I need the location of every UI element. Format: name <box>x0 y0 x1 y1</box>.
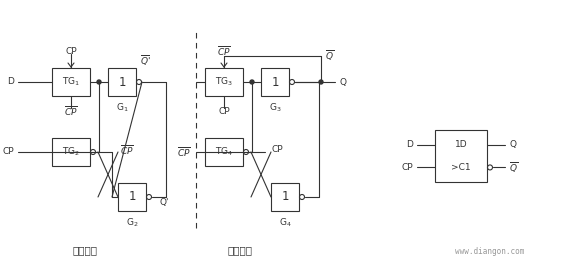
Text: 主触发器: 主触发器 <box>73 245 97 255</box>
Bar <box>271 183 299 211</box>
Text: www.diangon.com: www.diangon.com <box>456 247 525 256</box>
Text: 1: 1 <box>128 190 136 204</box>
Text: $\overline{CP}$: $\overline{CP}$ <box>177 145 191 159</box>
Text: >C1: >C1 <box>451 163 471 172</box>
Text: Q': Q' <box>160 198 170 206</box>
Circle shape <box>97 80 101 84</box>
Text: CP: CP <box>65 47 77 55</box>
Text: CP: CP <box>401 163 413 172</box>
Text: G$_3$: G$_3$ <box>269 102 281 114</box>
Text: D: D <box>406 140 413 149</box>
Text: TG$_1$: TG$_1$ <box>62 76 80 88</box>
Text: CP: CP <box>218 108 230 117</box>
Bar <box>205 138 243 166</box>
Text: $\overline{Q}$: $\overline{Q}$ <box>325 49 334 63</box>
Bar <box>52 138 90 166</box>
Text: G$_1$: G$_1$ <box>116 102 128 114</box>
Bar <box>108 68 136 96</box>
Text: 从触发器: 从触发器 <box>227 245 253 255</box>
Text: Q: Q <box>509 140 516 149</box>
Text: $\overline{Q}$': $\overline{Q}$' <box>140 54 151 68</box>
Text: 1D: 1D <box>455 140 468 149</box>
Text: TG$_4$: TG$_4$ <box>215 146 233 158</box>
Text: 1: 1 <box>118 75 125 89</box>
Text: 1: 1 <box>281 190 289 204</box>
Bar <box>261 68 289 96</box>
Bar <box>118 183 146 211</box>
Circle shape <box>319 80 323 84</box>
Text: $\overline{Q}$: $\overline{Q}$ <box>509 160 518 175</box>
Text: TG$_3$: TG$_3$ <box>215 76 233 88</box>
Text: $\overline{CP}$: $\overline{CP}$ <box>217 44 231 58</box>
Text: 1: 1 <box>271 75 278 89</box>
Bar <box>205 68 243 96</box>
Text: Q: Q <box>339 78 346 87</box>
Text: D: D <box>7 78 14 87</box>
Bar <box>52 68 90 96</box>
Circle shape <box>250 80 254 84</box>
Bar <box>435 130 487 182</box>
Text: TG$_2$: TG$_2$ <box>62 146 80 158</box>
Text: CP: CP <box>2 148 14 156</box>
Text: CP: CP <box>271 145 282 154</box>
Text: G$_2$: G$_2$ <box>125 217 138 229</box>
Text: $\overline{CP}$: $\overline{CP}$ <box>120 143 134 157</box>
Text: G$_4$: G$_4$ <box>278 217 291 229</box>
Text: $\overline{CP}$: $\overline{CP}$ <box>64 104 78 118</box>
